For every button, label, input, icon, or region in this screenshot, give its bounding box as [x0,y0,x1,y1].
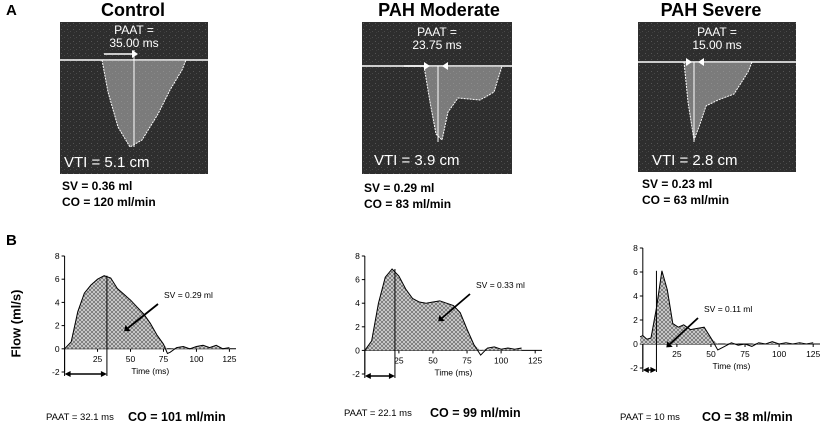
paat-value-control: 35.00 ms [109,36,159,50]
y-tick-label: -2 [352,369,360,379]
y-tick-label: 4 [355,298,360,308]
x-tick-label: 25 [93,354,103,364]
sv-annotation: SV = 0.33 ml [476,280,525,290]
co-caption-pah-moderate: CO = 99 ml/min [430,406,521,420]
y-tick-label: 0 [55,344,60,354]
y-tick-label: 6 [355,275,360,285]
title-pah-severe: PAH Severe [660,0,762,20]
paat-arrow-head-left [364,373,371,379]
y-tick-label: 2 [633,315,638,325]
x-tick-label: 50 [428,355,438,365]
y-tick-label: 8 [55,251,60,261]
x-tick-label: 125 [222,354,236,364]
measurements-pah-severe: SV = 0.23 ml CO = 63 ml/min [642,176,729,208]
co-pah-moderate: CO = 83 ml/min [364,197,452,211]
sv-pah-moderate: SV = 0.29 ml [364,181,435,195]
sv-control: SV = 0.36 ml [62,179,133,193]
x-axis-label: Time (ms) [131,366,169,376]
y-tick-label: 0 [633,339,638,349]
y-tick-label: 6 [55,274,60,284]
co-caption-control: CO = 101 ml/min [128,410,226,424]
y-tick-label: 8 [633,243,638,253]
sv-arrow-head [666,341,673,348]
paat-value-pah-severe: 15.00 ms [692,38,742,52]
paat-arrow-head-left [642,367,649,373]
title-control: Control [101,0,165,20]
paat-label-pah-moderate: PAAT = [417,25,457,39]
flow-chart-pah-severe: -2 0 2 4 6 8 25 50 75 100 125 Time (ms) SV = 0.11 ml [630,243,821,373]
panel-label-b: B [6,232,17,249]
paat-label-pah-severe: PAAT = [697,25,737,39]
vti-pah-moderate: VTI = 3.9 cm [374,152,460,169]
title-pah-moderate: PAH Moderate [378,0,500,20]
flow-chart-control: -2 0 2 4 6 8 25 50 75 100 125 Time (ms) SV = 0.29 ml [52,251,237,377]
x-axis-label: Time (ms) [712,361,750,371]
y-tick-label: 2 [355,322,360,332]
x-tick-label: 125 [806,349,820,359]
doppler-image-pah-moderate: PAAT = 23.75 ms VTI = 3.9 cm [362,22,512,174]
sv-arrow [441,293,471,319]
y-tick-label: 4 [55,297,60,307]
sv-arrow-head [438,314,445,322]
x-tick-label: 75 [462,355,472,365]
doppler-image-pah-severe: PAAT = 15.00 ms VTI = 2.8 cm [638,22,796,172]
y-tick-label: 6 [633,267,638,277]
x-tick-label: 100 [772,349,786,359]
co-pah-severe: CO = 63 ml/min [642,193,730,207]
sv-annotation: SV = 0.11 ml [704,304,752,314]
panel-label-a: A [6,2,17,19]
x-tick-label: 25 [394,355,404,365]
flow-area [640,270,814,344]
vti-control: VTI = 5.1 cm [64,154,150,171]
paat-arrow-head-right [100,371,107,377]
measurements-pah-moderate: SV = 0.29 ml CO = 83 ml/min [364,180,451,212]
co-control: CO = 120 ml/min [62,195,156,209]
paat-caption-control: PAAT = 32.1 ms [46,412,114,423]
x-tick-label: 50 [126,354,136,364]
x-tick-label: 25 [672,349,682,359]
panel-b-ylabel: Flow (ml/s) [8,289,24,358]
x-axis-label: Time (ms) [434,367,472,377]
y-tick-label: -2 [52,367,60,377]
x-tick-label: 125 [528,355,542,365]
paat-label-control: PAAT = [114,23,154,37]
x-tick-label: 75 [159,354,169,364]
sv-arrow [127,303,159,329]
y-tick-label: 2 [55,321,60,331]
co-caption-pah-severe: CO = 38 ml/min [702,410,793,424]
x-tick-label: 100 [494,355,508,365]
x-tick-label: 100 [189,354,203,364]
measurements-control: SV = 0.36 ml CO = 120 ml/min [62,178,156,210]
flow-curve [639,270,814,351]
x-tick-label: 50 [706,349,716,359]
sv-annotation: SV = 0.29 ml [164,290,213,300]
x-tick-label: 75 [740,349,750,359]
sv-arrow-head [124,324,131,332]
paat-caption-pah-moderate: PAAT = 22.1 ms [344,408,412,419]
y-tick-label: -2 [630,363,638,373]
paat-value-pah-moderate: 23.75 ms [412,38,462,52]
sv-arrow [669,317,699,345]
y-tick-label: 0 [355,345,360,355]
y-tick-label: 8 [355,251,360,261]
paat-arrow-head-right [388,373,395,379]
flow-chart-pah-moderate: -2 0 2 4 6 8 25 50 75 100 125 Time (ms) SV = 0.33 ml [352,251,543,379]
flow-area [364,268,522,351]
doppler-image-control: PAAT = 35.00 ms VTI = 5.1 cm [60,22,208,174]
vti-pah-severe: VTI = 2.8 cm [652,152,738,169]
paat-arrow-head-right [650,367,657,373]
flow-area [64,275,230,349]
flow-curve [364,268,522,356]
flow-curve [64,275,230,355]
paat-arrow-head-left [64,371,71,377]
paat-caption-pah-severe: PAAT = 10 ms [620,412,680,423]
sv-pah-severe: SV = 0.23 ml [642,177,713,191]
y-tick-label: 4 [633,291,638,301]
